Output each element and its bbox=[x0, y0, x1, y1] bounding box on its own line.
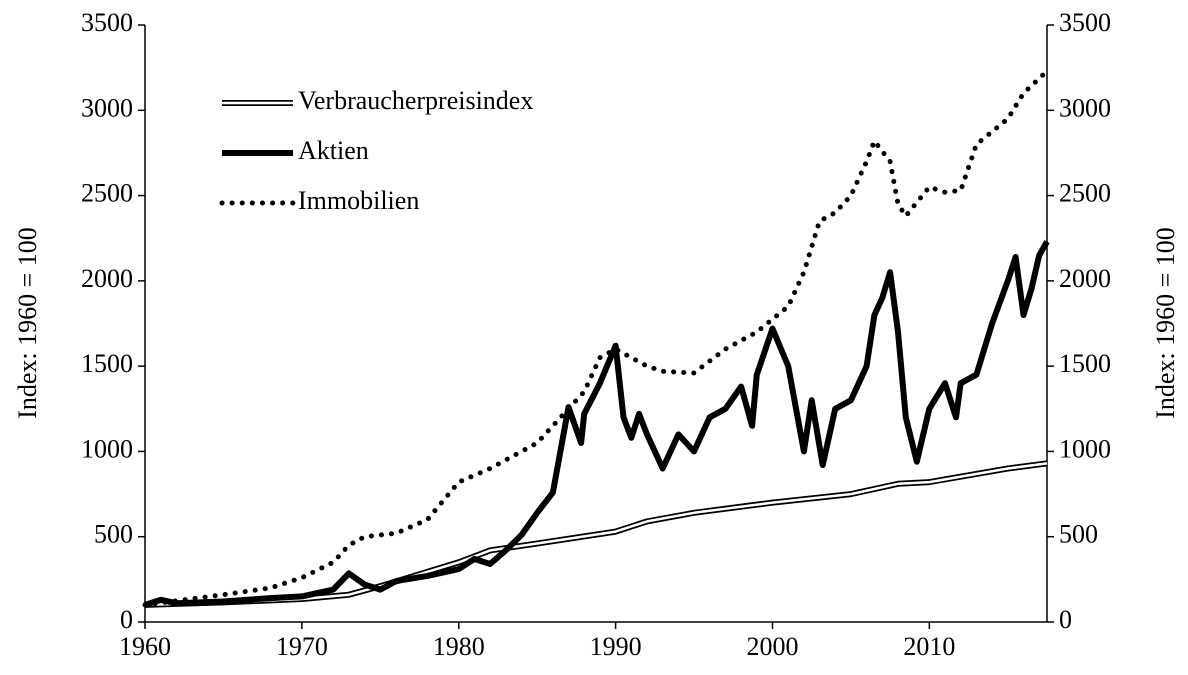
series-line bbox=[142, 68, 1050, 608]
series-line bbox=[144, 462, 1048, 607]
y2-tick-label: 3500 bbox=[1059, 8, 1111, 37]
y-tick-label: 500 bbox=[94, 520, 133, 549]
legend-label: Verbraucherpreisindex bbox=[298, 86, 533, 115]
x-tick-label: 1960 bbox=[119, 632, 171, 661]
y2-tick-label: 2000 bbox=[1059, 264, 1111, 293]
y2-tick-label: 500 bbox=[1059, 520, 1098, 549]
y-tick-label: 1500 bbox=[81, 349, 133, 378]
y-axis-label: Index: 1960 = 100 bbox=[13, 227, 42, 419]
series-line bbox=[144, 240, 1050, 608]
y-tick-label: 3000 bbox=[81, 93, 133, 122]
y-tick-label: 1000 bbox=[81, 434, 133, 463]
y2-tick-label: 1000 bbox=[1059, 434, 1111, 463]
x-tick-label: 1980 bbox=[433, 632, 485, 661]
x-tick-label: 2000 bbox=[746, 632, 798, 661]
x-tick-label: 2010 bbox=[903, 632, 955, 661]
y-tick-label: 0 bbox=[120, 605, 133, 634]
x-tick-label: 1990 bbox=[590, 632, 642, 661]
y2-tick-label: 0 bbox=[1059, 605, 1072, 634]
y2-tick-label: 1500 bbox=[1059, 349, 1111, 378]
y2-axis-label: Index: 1960 = 100 bbox=[1151, 227, 1180, 419]
y2-tick-label: 2500 bbox=[1059, 179, 1111, 208]
y-tick-label: 3500 bbox=[81, 8, 133, 37]
legend-label: Aktien bbox=[298, 136, 369, 165]
y-tick-label: 2000 bbox=[81, 264, 133, 293]
legend-label: Immobilien bbox=[298, 186, 419, 215]
y2-tick-label: 3000 bbox=[1059, 93, 1111, 122]
x-tick-label: 1970 bbox=[276, 632, 328, 661]
y-tick-label: 2500 bbox=[81, 179, 133, 208]
